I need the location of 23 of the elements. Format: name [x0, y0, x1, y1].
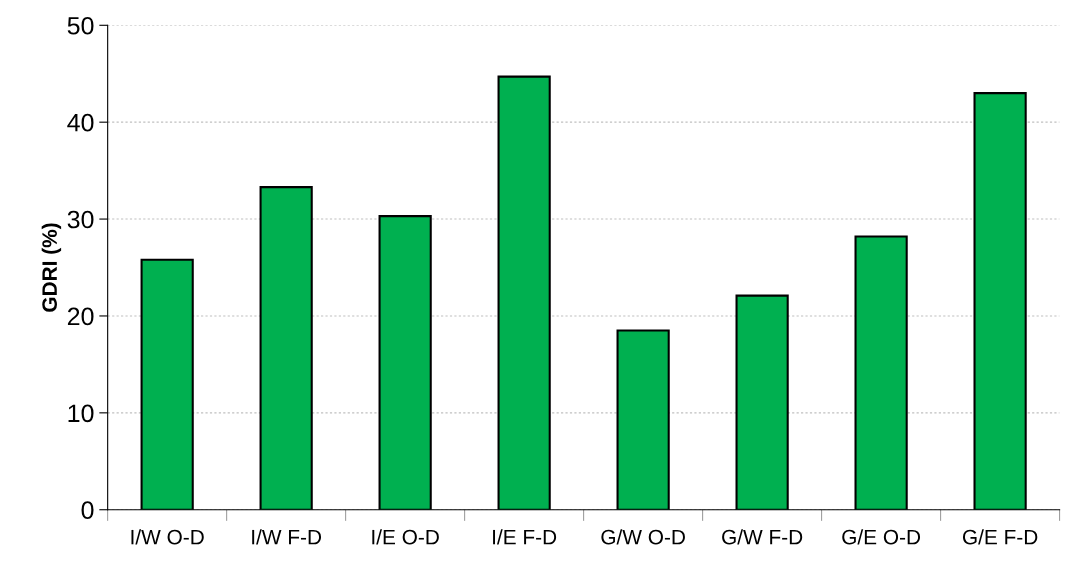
bar: [140, 258, 194, 510]
x-tick-label: I/E O-D: [372, 529, 439, 545]
bar: [973, 92, 1027, 510]
x-tick-label: G/E F-D: [962, 529, 1038, 545]
bar: [259, 186, 313, 510]
y-tick-label: 0: [81, 501, 94, 520]
y-tick-label: 40: [67, 113, 94, 132]
x-tick-label: I/W O-D: [131, 529, 204, 545]
y-tick-label: 30: [67, 210, 94, 229]
y-tick-label: 50: [67, 16, 94, 35]
x-tick-label: G/W O-D: [601, 529, 685, 545]
x-tick-label: I/W F-D: [252, 529, 322, 545]
x-tick-label: I/E F-D: [493, 529, 557, 545]
bar: [378, 215, 432, 510]
x-tick-label: G/E O-D: [842, 529, 921, 545]
x-tick-label: G/W F-D: [722, 529, 803, 545]
y-tick-label: 10: [68, 404, 94, 423]
y-axis-title: GDRI (%): [41, 223, 62, 312]
bar: [735, 294, 789, 510]
bar: [497, 75, 551, 510]
y-tick-label: 20: [67, 307, 94, 326]
bar: [854, 235, 908, 510]
bar: [616, 329, 670, 510]
